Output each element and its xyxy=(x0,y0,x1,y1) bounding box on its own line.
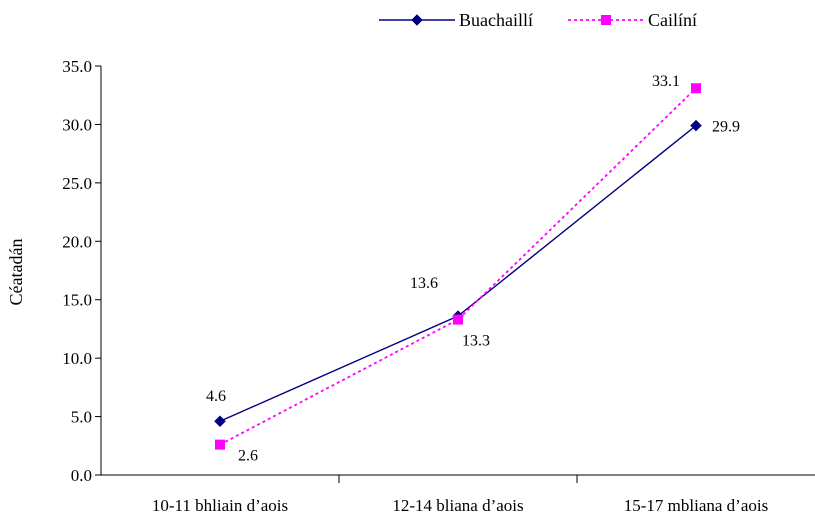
data-label: 13.6 xyxy=(410,275,438,292)
y-tick-label: 0.0 xyxy=(71,466,92,485)
y-tick-label: 35.0 xyxy=(62,57,92,76)
data-point xyxy=(691,83,701,94)
data-point xyxy=(215,439,225,450)
y-tick-label: 30.0 xyxy=(62,115,92,134)
data-label: 2.6 xyxy=(238,448,258,465)
y-tick-label: 25.0 xyxy=(62,174,92,193)
data-point xyxy=(453,314,463,325)
x-tick-label: 15-17 mbliana d’aois xyxy=(624,496,768,515)
legend-marker xyxy=(411,14,423,26)
y-tick-label: 15.0 xyxy=(62,291,92,310)
axes: 0.0 5.0 10.0 15.0 20.0 25.0 30.0 35.0 10-11 bhli… xyxy=(62,57,815,515)
data-label: 33.1 xyxy=(652,73,680,90)
legend-label: Cailíní xyxy=(648,10,697,30)
series-1: 4.6 13.6 29.9 xyxy=(206,119,740,428)
legend-label: Buachaillí xyxy=(459,10,533,30)
data-point xyxy=(690,119,702,132)
data-label: 4.6 xyxy=(206,388,226,405)
series-layer: 4.6 13.6 29.9 2.6 13.3 33.1 xyxy=(206,73,740,464)
y-tick-label: 5.0 xyxy=(71,408,92,427)
legend-entry: Buachaillí xyxy=(379,10,533,30)
y-tick-label: 10.0 xyxy=(62,349,92,368)
data-point xyxy=(214,415,226,428)
series-2: 2.6 13.3 33.1 xyxy=(215,73,701,465)
x-tick-label: 12-14 bliana d’aois xyxy=(392,496,523,515)
y-tick-label: 20.0 xyxy=(62,232,92,251)
legend: Buachaillí Cailíní xyxy=(379,10,697,30)
legend-marker xyxy=(601,15,611,25)
y-axis-title: Céatadán xyxy=(6,239,26,306)
series-line xyxy=(219,125,697,422)
series-line xyxy=(219,87,697,446)
data-label: 13.3 xyxy=(462,333,490,350)
legend-entry: Cailíní xyxy=(568,10,697,30)
x-tick-label: 10-11 bhliain d’aois xyxy=(152,496,288,515)
data-label: 29.9 xyxy=(712,119,740,136)
